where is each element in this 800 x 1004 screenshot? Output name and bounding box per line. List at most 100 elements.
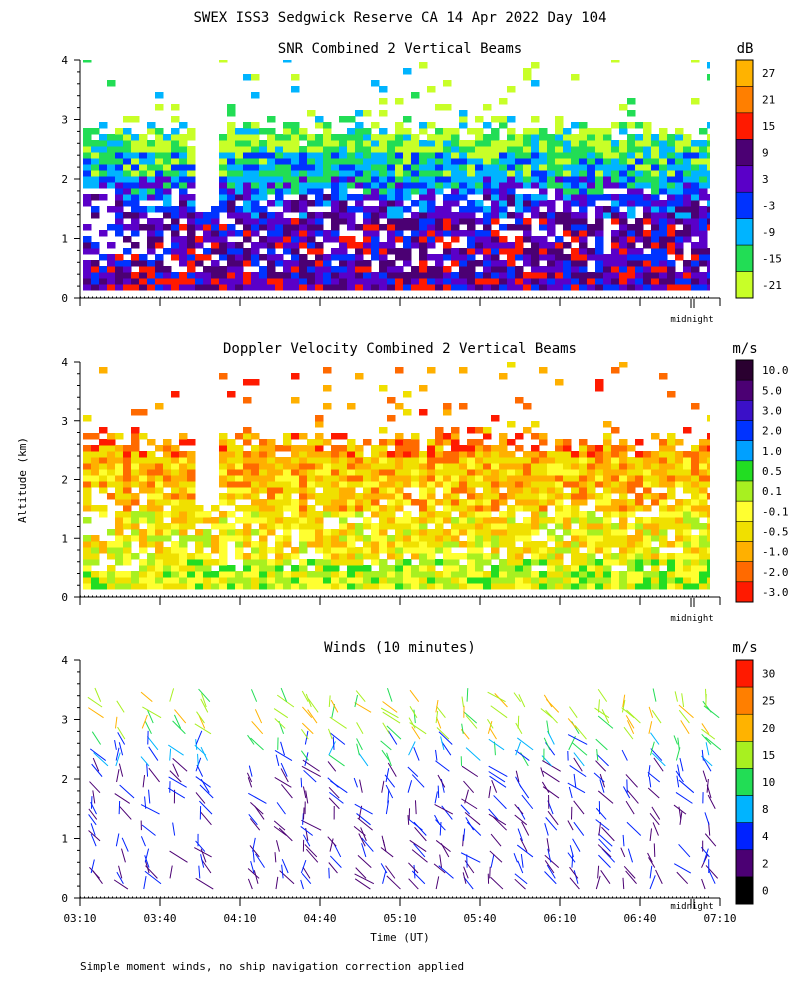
heatmap-cell <box>619 445 628 452</box>
heatmap-cell <box>211 541 220 548</box>
heatmap-cell <box>379 445 388 452</box>
heatmap-cell <box>323 487 332 494</box>
heatmap-cell <box>523 493 532 500</box>
heatmap-cell <box>643 146 652 153</box>
heatmap-cell <box>459 218 468 225</box>
heatmap-cell <box>651 152 660 159</box>
heatmap-cell <box>707 122 716 129</box>
heatmap-cell <box>83 56 92 63</box>
wind-barb <box>121 849 125 863</box>
heatmap-cell <box>99 439 108 446</box>
heatmap-cell <box>563 230 572 237</box>
heatmap-cell <box>427 439 436 446</box>
heatmap-cell <box>323 499 332 506</box>
heatmap-cell <box>211 571 220 578</box>
heatmap-cell <box>283 487 292 494</box>
heatmap-cell <box>307 511 316 518</box>
heatmap-cell <box>627 272 636 279</box>
heatmap-cell <box>107 553 116 560</box>
heatmap-cell <box>595 260 604 267</box>
heatmap-cell <box>155 577 164 584</box>
heatmap-cell <box>155 188 164 195</box>
heatmap-cell <box>163 200 172 207</box>
heatmap-cell <box>475 206 484 213</box>
colorbar-label: 0.5 <box>762 465 782 478</box>
heatmap-cell <box>107 469 116 476</box>
heatmap-cell <box>659 224 668 231</box>
wind-barb <box>489 739 504 750</box>
wind-barb <box>408 780 412 792</box>
heatmap-cell <box>371 134 380 141</box>
heatmap-cell <box>363 182 372 189</box>
heatmap-cell <box>611 146 620 153</box>
heatmap-cell <box>267 487 276 494</box>
heatmap-cell <box>539 439 548 446</box>
heatmap-cell <box>323 565 332 572</box>
heatmap-cell <box>315 272 324 279</box>
heatmap-cell <box>283 176 292 183</box>
heatmap-cell <box>691 511 700 518</box>
heatmap-cell <box>251 577 260 584</box>
wind-barb <box>381 848 393 857</box>
wind-barb <box>465 790 469 804</box>
heatmap-cell <box>355 373 364 380</box>
heatmap-cell <box>667 463 676 470</box>
heatmap-cell <box>659 469 668 476</box>
heatmap-cell <box>379 469 388 476</box>
heatmap-cell <box>227 146 236 153</box>
heatmap-cell <box>267 230 276 237</box>
heatmap-cell <box>299 260 308 267</box>
heatmap-cell <box>299 517 308 524</box>
heatmap-cell <box>251 140 260 147</box>
heatmap-cell <box>107 224 116 231</box>
wind-barb <box>196 731 202 745</box>
heatmap-cell <box>675 128 684 135</box>
heatmap-cell <box>315 152 324 159</box>
heatmap-cell <box>419 583 428 590</box>
heatmap-cell <box>211 577 220 584</box>
heatmap-cell <box>195 505 204 512</box>
heatmap-cell <box>563 224 572 231</box>
heatmap-cell <box>315 212 324 219</box>
heatmap-cell <box>579 571 588 578</box>
colorbar-label: 15 <box>762 749 775 762</box>
heatmap-cell <box>299 182 308 189</box>
colorbar-label: 0.1 <box>762 485 782 498</box>
heatmap-cell <box>619 272 628 279</box>
heatmap-cell <box>531 140 540 147</box>
heatmap-cell <box>683 499 692 506</box>
heatmap-cell <box>339 206 348 213</box>
heatmap-cell <box>499 439 508 446</box>
wind-barb <box>568 718 576 728</box>
heatmap-cell <box>291 140 300 147</box>
heatmap-cell <box>627 206 636 213</box>
wind-barb <box>464 829 465 841</box>
heatmap-cell <box>339 176 348 183</box>
wind-barb <box>173 823 175 836</box>
heatmap-cell <box>491 463 500 470</box>
heatmap-cell <box>443 278 452 285</box>
heatmap-cell <box>531 547 540 554</box>
heatmap-cell <box>115 272 124 279</box>
heatmap-cell <box>491 128 500 135</box>
wind-barb <box>495 693 508 707</box>
heatmap-cell <box>243 230 252 237</box>
heatmap-cell <box>619 481 628 488</box>
heatmap-cell <box>419 559 428 566</box>
heatmap-cell <box>395 146 404 153</box>
heatmap-cell <box>163 583 172 590</box>
heatmap-cell <box>339 517 348 524</box>
heatmap-cell <box>291 547 300 554</box>
heatmap-cell <box>627 583 636 590</box>
heatmap-cell <box>419 218 428 225</box>
heatmap-cell <box>235 266 244 273</box>
heatmap-cell <box>203 511 212 518</box>
heatmap-cell <box>651 433 660 440</box>
wind-barb <box>621 848 625 857</box>
heatmap-cell <box>531 445 540 452</box>
heatmap-cell <box>379 146 388 153</box>
heatmap-cell <box>419 146 428 153</box>
heatmap-cell <box>171 445 180 452</box>
heatmap-cell <box>411 200 420 207</box>
heatmap-cell <box>171 499 180 506</box>
